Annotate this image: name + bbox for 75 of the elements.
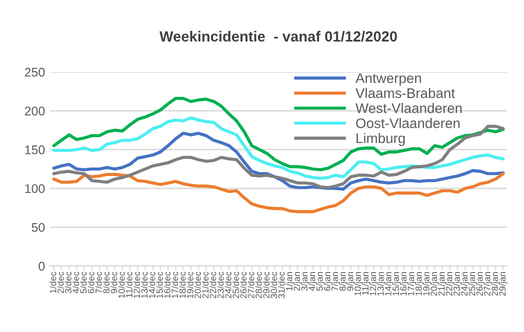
x-tick-label: 31/dec bbox=[278, 272, 285, 298]
legend-label: Limburg bbox=[356, 132, 405, 146]
x-tick-label: 5/jan bbox=[316, 272, 325, 291]
x-tick-label: 4/dec bbox=[72, 272, 80, 294]
x-tick-label: 13/jan bbox=[377, 272, 386, 296]
x-tick-label: 19/jan bbox=[422, 272, 432, 296]
x-tick-label: 1/jan bbox=[286, 272, 294, 290]
x-tick-label: 8/jan bbox=[339, 272, 348, 291]
y-tick-label: 250 bbox=[24, 68, 45, 77]
x-tick-label: 12/jan bbox=[370, 272, 378, 296]
x-tick-label: 11/jan bbox=[362, 272, 370, 295]
x-tick-label: 20/jan bbox=[430, 272, 439, 296]
x-tick-label: 14/jan bbox=[384, 272, 394, 296]
x-tick-label: 2/dec bbox=[57, 272, 64, 294]
x-tick-label: 27/dec bbox=[248, 272, 254, 298]
x-tick-label: 8/dec bbox=[102, 272, 110, 294]
x-tick-label: 27/jan bbox=[484, 272, 492, 296]
legend-label: West-Vlaanderen bbox=[356, 102, 462, 114]
x-tick-label: 6/dec bbox=[88, 272, 94, 294]
x-tick-label: 7/jan bbox=[331, 272, 340, 291]
x-tick-label: 9/jan bbox=[346, 272, 356, 291]
x-tick-label: 21/jan bbox=[438, 272, 446, 296]
x-tick-label: 11/dec bbox=[126, 272, 132, 298]
x-tick-label: 25/jan bbox=[468, 272, 477, 296]
x-tick-label: 28/jan bbox=[491, 272, 500, 296]
x-tick-label: 13/dec bbox=[141, 272, 148, 298]
x-tick-label: 10/jan bbox=[354, 272, 363, 296]
chart-title: Weekincidentie - vanaf 01/12/2020 bbox=[159, 30, 397, 42]
x-tick-label: 14/dec bbox=[148, 272, 156, 298]
x-tick-label: 18/jan bbox=[415, 272, 424, 296]
line-series bbox=[52, 172, 505, 214]
x-tick-label: 20/dec bbox=[194, 272, 201, 298]
legend-label: Antwerpen bbox=[355, 73, 421, 86]
x-tick-label: 17/jan bbox=[408, 272, 416, 296]
x-tick-label: 19/dec bbox=[186, 272, 194, 298]
x-tick-label: 7/dec bbox=[95, 272, 102, 294]
x-tick-label: 5/dec bbox=[80, 272, 87, 294]
x-tick-label: 22/jan bbox=[446, 272, 454, 296]
x-tick-label: 15/jan bbox=[392, 272, 401, 296]
x-tick-label: 22/dec bbox=[210, 272, 216, 298]
y-tick-label: 0 bbox=[38, 262, 45, 271]
x-tick-label: 16/dec bbox=[164, 272, 170, 298]
x-tick-label: 28/dec bbox=[255, 272, 262, 298]
x-tick-label: 2/jan bbox=[293, 272, 302, 291]
x-tick-label: 15/dec bbox=[156, 272, 163, 298]
y-tick-label: 150 bbox=[25, 145, 45, 154]
x-tick-label: 3/dec bbox=[64, 272, 72, 294]
y-tick-label: 100 bbox=[25, 184, 45, 194]
x-tick-label: 4/jan bbox=[308, 272, 317, 291]
x-tick-label: 10/dec bbox=[118, 272, 125, 298]
legend-label: Oost-Vlaanderen bbox=[356, 118, 460, 128]
x-tick-label: 1/dec bbox=[50, 272, 56, 293]
legend-label: Vlaams-Brabant bbox=[356, 88, 455, 98]
line-series bbox=[52, 96, 505, 172]
x-tick-label: 30/dec bbox=[270, 272, 278, 298]
y-tick-label: 50 bbox=[32, 223, 45, 232]
x-tick-label: 17/dec bbox=[171, 272, 178, 298]
x-tick-label: 24/jan bbox=[460, 272, 470, 296]
x-tick-label: 29/jan bbox=[498, 272, 508, 296]
x-tick-label: 23/jan bbox=[453, 272, 462, 296]
x-tick-label: 23/dec bbox=[217, 272, 224, 298]
x-tick-label: 29/dec bbox=[262, 272, 270, 298]
x-tick-label: 25/dec bbox=[232, 272, 240, 298]
x-tick-label: 6/jan bbox=[324, 272, 332, 291]
x-tick-label: 21/dec bbox=[202, 272, 209, 298]
x-tick-label: 26/jan bbox=[476, 272, 485, 296]
x-tick-label: 16/jan bbox=[400, 272, 408, 296]
x-tick-label: 24/dec bbox=[224, 272, 232, 298]
x-tick-label: 26/dec bbox=[240, 272, 247, 298]
x-tick-label: 12/dec bbox=[133, 272, 140, 298]
x-tick-label: 18/dec bbox=[179, 272, 186, 298]
x-tick-label: 3/jan bbox=[300, 272, 310, 291]
y-tick-label: 200 bbox=[24, 106, 45, 116]
line-series bbox=[52, 116, 505, 180]
x-tick-label: 9/dec bbox=[110, 272, 118, 294]
